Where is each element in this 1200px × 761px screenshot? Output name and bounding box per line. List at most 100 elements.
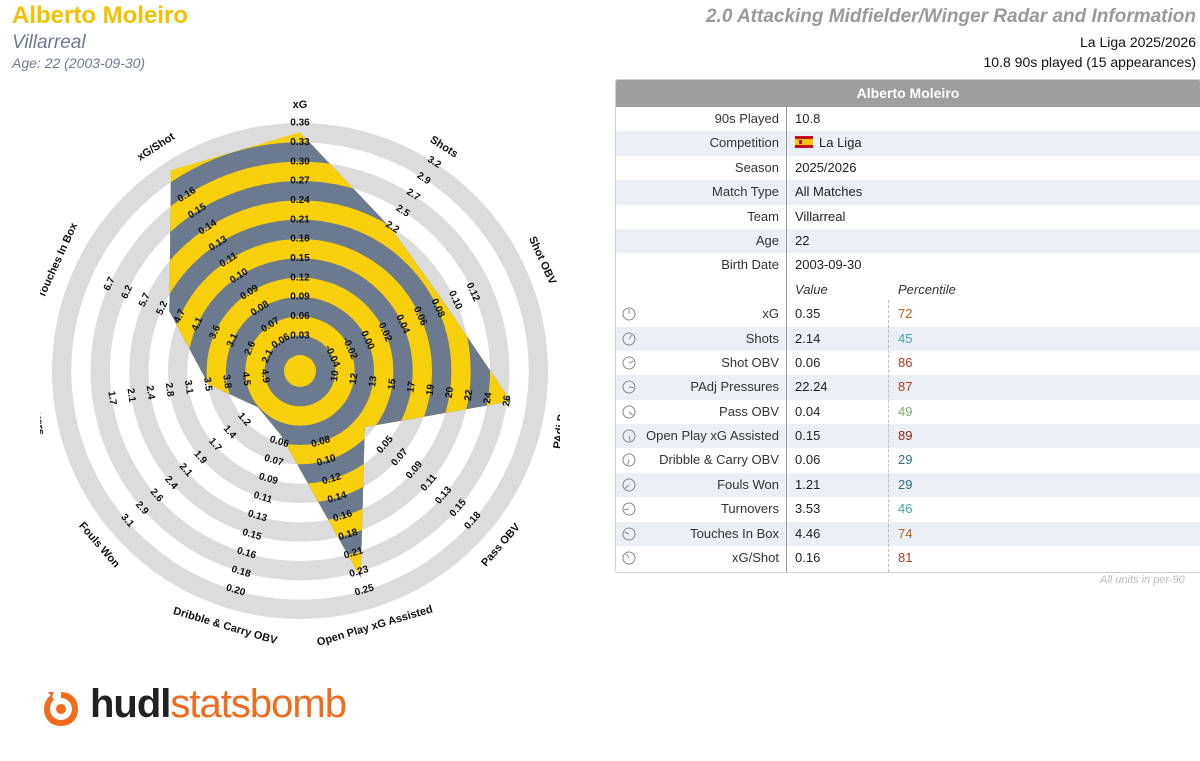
player-info-table: Alberto Moleiro 90s Played 10.8 Competitio… [615, 79, 1200, 573]
stat-row-percentile: 49 [898, 403, 913, 419]
stat-row: xG 0.35 72 [616, 302, 1200, 326]
info-rows: 90s Played 10.8 Competition La Liga Season 20… [616, 107, 1200, 278]
gauge-icon [622, 502, 636, 516]
radar-tick-label: 0.10 [315, 453, 337, 469]
stat-row-percentile: 46 [898, 501, 913, 517]
radar-axis-label: xG/Shot [135, 131, 177, 164]
radar-tick-label: 1.7 [105, 390, 118, 406]
played-line: 10.8 90s played (15 appearances) [983, 54, 1196, 70]
radar-tick-label: 2.1 [125, 388, 138, 404]
info-row-value: 10.8 [795, 111, 821, 126]
info-row-value: 2025/2026 [795, 159, 857, 175]
radar-tick-label: 4.9 [258, 368, 271, 384]
gauge-icon [622, 527, 636, 541]
radar-tick-label: 0.13 [246, 508, 268, 524]
percentile-column-header: Percentile [898, 281, 956, 297]
stat-row-value: 3.53 [795, 501, 821, 517]
radar-axis-label: PAdj Pressures [552, 368, 560, 449]
stat-row-label: xG/Shot [732, 550, 779, 566]
radar-tick-label: 0.27 [290, 176, 310, 187]
stat-row-value: 0.16 [795, 550, 821, 566]
stat-row-percentile: 29 [898, 452, 913, 468]
info-row: Match Type All Matches [616, 180, 1200, 205]
stat-row-label: Pass OBV [719, 403, 779, 419]
radar-tick-label: 22 [463, 389, 476, 402]
radar-tick-label: 3.6 [207, 323, 223, 341]
gauge-icon [622, 478, 636, 492]
radar-tick-label: 0.11 [252, 490, 274, 506]
radar-tick-label: 15 [386, 378, 399, 391]
radar-tick-label: 6.7 [102, 275, 118, 293]
stat-row-value: 0.06 [795, 452, 821, 468]
info-row-label: Team [747, 208, 779, 224]
stat-row: Pass OBV 0.04 49 [616, 400, 1200, 424]
radar-tick-label: 19 [425, 383, 438, 396]
info-row: Competition La Liga [616, 131, 1200, 156]
radar-tick-label: 0.36 [290, 118, 310, 129]
percentile-divider [888, 300, 889, 572]
radar-axis-label: Turnovers [40, 382, 47, 436]
stat-row: PAdj Pressures 22.24 87 [616, 375, 1200, 400]
radar-chart: 0.03 0.06 0.09 0.12 0.15 0.18 0.21 0.24 0.27 0.30… [40, 99, 560, 649]
stat-row-label: PAdj Pressures [690, 379, 779, 395]
info-row: Birth Date 2003-09-30 [616, 253, 1200, 277]
stat-row-percentile: 74 [898, 525, 913, 541]
radar-axis-label: xG [293, 99, 308, 111]
radar-tick-label: 3.1 [182, 379, 195, 395]
info-row-label: 90s Played [714, 111, 779, 126]
stat-row: Turnovers 3.53 46 [616, 497, 1200, 521]
radar-tick-label: 0.03 [290, 330, 310, 341]
radar-tick-label: 0.06 [268, 434, 290, 450]
radar-tick-label: 0.16 [332, 508, 354, 524]
stat-row-percentile: 89 [898, 428, 913, 444]
stat-row-value: 4.46 [795, 525, 821, 541]
info-row-label: Age [755, 232, 779, 248]
radar-tick-label: 0.09 [257, 471, 279, 487]
info-row-value: All Matches [795, 184, 863, 200]
radar-tick-label: 2.8 [163, 382, 176, 398]
stat-row-label: xG [762, 306, 779, 322]
radar-tick-label: 0.20 [225, 583, 247, 599]
radar-tick-label: 0.23 [348, 564, 370, 580]
radar-tick-label: 4.7 [172, 307, 188, 325]
info-row-label: Birth Date [721, 257, 779, 273]
radar-tick-label: 3.8 [220, 374, 233, 390]
stat-row-label: Touches In Box [690, 525, 779, 541]
radar-tick-label: 4.5 [239, 371, 252, 387]
stat-row: Open Play xG Assisted 0.15 89 [616, 424, 1200, 449]
chart-title: 2.0 Attacking Midfielder/Winger Radar an… [705, 6, 1196, 27]
radar-tick-label: 3.5 [201, 377, 214, 393]
radar-tick-label: 0.15 [290, 253, 310, 264]
radar-tick-label: 10 [329, 369, 342, 382]
info-row-value: La Liga [795, 131, 862, 155]
radar-tick-label: 0.12 [321, 471, 343, 487]
radar-tick-label: 0.33 [290, 137, 310, 148]
radar-tick-label: 0.25 [354, 582, 376, 598]
radar-tick-label: 6.2 [119, 283, 135, 301]
radar-tick-label: 0.24 [290, 195, 310, 206]
info-row-label: Competition [709, 135, 779, 151]
table-header: Alberto Moleiro [616, 80, 1200, 107]
stat-row-value: 1.21 [795, 476, 821, 492]
info-row-value: 2003-09-30 [795, 257, 862, 273]
stat-row-value: 0.15 [795, 428, 821, 444]
radar-tick-label: 5.7 [137, 291, 153, 309]
info-row: Age 22 [616, 228, 1200, 254]
radar-tick-label: 5.2 [155, 299, 171, 317]
stat-row-label: Open Play xG Assisted [646, 428, 779, 444]
column-divider [786, 107, 787, 572]
stat-row: Dribble & Carry OBV 0.06 29 [616, 448, 1200, 472]
gauge-icon [622, 551, 636, 565]
radar-tick-label: 0.18 [230, 564, 252, 580]
radar-tick-label: 20 [444, 386, 457, 399]
info-row-value: Villarreal [795, 208, 846, 224]
info-row-value: 22 [795, 232, 810, 248]
units-note: All units in per-90 [1100, 574, 1185, 586]
stat-row-value: 0.04 [795, 403, 821, 419]
gauge-icon [622, 356, 636, 370]
logo-wordmark: hudlstatsbomb [90, 682, 347, 726]
stat-row-label: Shot OBV [721, 354, 779, 370]
stat-row-label: Turnovers [720, 501, 779, 517]
stat-row-label: Fouls Won [717, 476, 779, 492]
radar-tick-label: 3.1 [225, 331, 241, 349]
